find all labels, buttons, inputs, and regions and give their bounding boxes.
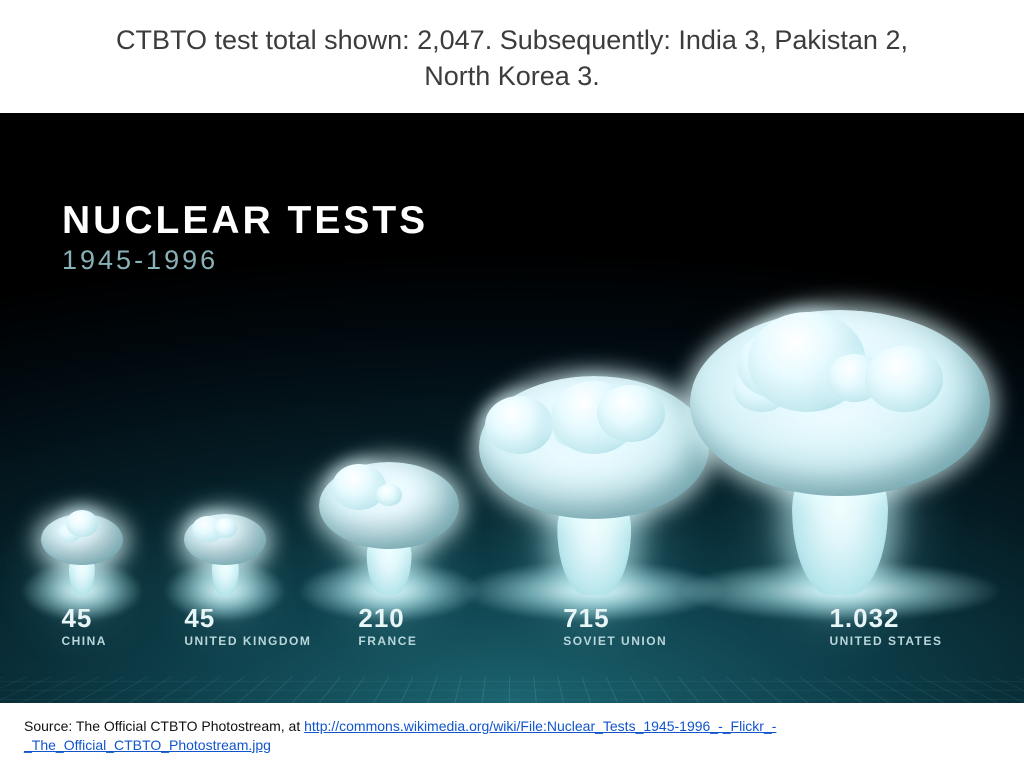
mushroom-cloud xyxy=(690,335,990,595)
graphic-heading: NUCLEAR TESTS 1945-1996 xyxy=(62,199,428,276)
data-label: 45 UNITED KINGDOM xyxy=(184,605,311,648)
data-value: 1.032 xyxy=(829,605,942,631)
source-citation: Source: The Official CTBTO Photostream, … xyxy=(0,703,1024,755)
mushroom-cloud xyxy=(41,517,123,595)
mushroom-clouds-row xyxy=(0,295,1024,595)
grid-floor xyxy=(0,676,1024,703)
data-labels-row: 45 CHINA 45 UNITED KINGDOM 210 FRANCE 715 SOVIE… xyxy=(0,605,1024,665)
data-value: 45 xyxy=(61,605,107,631)
mushroom-cloud xyxy=(479,395,709,595)
mushroom-cloud xyxy=(184,517,266,595)
data-value: 210 xyxy=(358,605,417,631)
slide-title: CTBTO test total shown: 2,047. Subsequen… xyxy=(0,0,1024,113)
data-value: 715 xyxy=(563,605,667,631)
data-value: 45 xyxy=(184,605,311,631)
heading-sub: 1945-1996 xyxy=(62,245,428,276)
data-country: CHINA xyxy=(61,634,107,648)
data-country: SOVIET UNION xyxy=(563,634,667,648)
infographic-panel: NUCLEAR TESTS 1945-1996 45 CHINA 45 UNITED … xyxy=(0,113,1024,703)
data-label: 715 SOVIET UNION xyxy=(563,605,667,648)
data-label: 1.032 UNITED STATES xyxy=(829,605,942,648)
data-label: 45 CHINA xyxy=(61,605,107,648)
heading-main: NUCLEAR TESTS xyxy=(62,199,428,243)
mushroom-cloud xyxy=(319,475,459,595)
data-label: 210 FRANCE xyxy=(358,605,417,648)
data-country: FRANCE xyxy=(358,634,417,648)
data-country: UNITED KINGDOM xyxy=(184,634,311,648)
source-prefix: Source: The Official CTBTO Photostream, … xyxy=(24,718,304,734)
data-country: UNITED STATES xyxy=(829,634,942,648)
